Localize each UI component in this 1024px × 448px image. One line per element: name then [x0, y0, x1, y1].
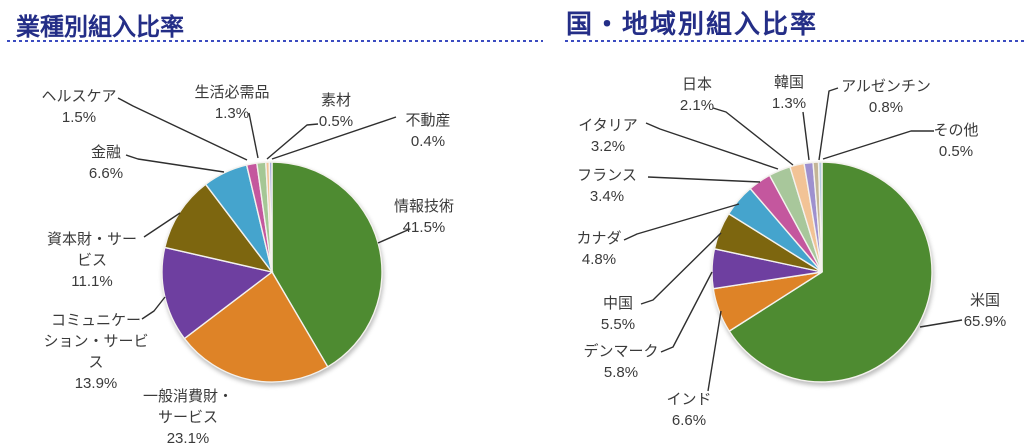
slice-label: 41.5% — [403, 219, 446, 236]
leader-line — [141, 296, 166, 320]
slice-label: 生活必需品 — [194, 84, 269, 101]
leader-line — [802, 111, 810, 161]
leader-line — [707, 310, 722, 392]
slice-label: デンマーク — [583, 342, 658, 360]
slice-label: 金融 — [91, 144, 121, 161]
slice-label: 23.1% — [167, 430, 210, 447]
slice-label: 素材 — [321, 92, 351, 109]
slice-label: カナダ — [576, 230, 621, 247]
slice-label: 1.3% — [772, 95, 806, 112]
slice-label: イタリア — [578, 117, 637, 134]
slice-label: 情報技術 — [394, 198, 454, 215]
leader-line — [143, 212, 181, 238]
slice-label: 1.3% — [215, 105, 249, 122]
slice-label: 65.9% — [964, 313, 1007, 330]
leader-line — [660, 271, 713, 353]
slice-label: サービス — [158, 409, 218, 426]
slice-label: ビス — [77, 252, 107, 269]
slice-label: インド — [666, 391, 711, 408]
slice-label: その他 — [933, 122, 978, 139]
slice-label: 0.8% — [869, 99, 903, 116]
slice-label: 不動産 — [405, 112, 450, 129]
slice-label: ション・サービ — [43, 333, 148, 350]
slice-label: 日本 — [682, 76, 712, 93]
slice-label: 0.5% — [319, 113, 353, 130]
leader-line — [117, 97, 248, 161]
slice-label: コミュニケー — [51, 312, 141, 329]
slice-label: 6.6% — [672, 412, 706, 429]
slice-label: 韓国 — [774, 74, 804, 91]
slice-label: フランス — [577, 167, 637, 184]
pie-slice-一般消費財・サービス — [183, 270, 329, 383]
leader-line — [818, 87, 839, 161]
pie-slice-資本財・サービス — [163, 183, 274, 274]
country-chart-title: 国・地域別組入比率 — [566, 9, 819, 39]
leader-line — [640, 232, 722, 305]
slice-label: 0.5% — [939, 143, 973, 160]
title-divider-right — [565, 40, 1024, 42]
leader-line — [623, 203, 740, 241]
industry-chart-title: 業種別組入比率 — [16, 14, 184, 41]
slice-label: 3.4% — [590, 188, 624, 205]
leader-line — [712, 107, 794, 166]
pie-chart-country: 米国 65.9% インド 6.6% デンマーク 5.8% 中国 5.5% カナダ 4.8% フランス… — [576, 74, 1006, 429]
slice-label: 6.6% — [89, 165, 123, 182]
slice-label: 1.5% — [62, 109, 96, 126]
pie-slice-その他 — [817, 161, 823, 273]
slice-label: 中国 — [603, 295, 633, 312]
leader-line — [822, 130, 934, 160]
leader-line — [248, 112, 259, 159]
leader-line — [647, 176, 761, 183]
leader-line — [266, 123, 319, 160]
pie-slice-米国 — [728, 161, 933, 383]
leader-line — [377, 228, 411, 244]
slice-label: ヘルスケア — [41, 88, 116, 105]
title-divider-left — [7, 40, 543, 42]
leader-line — [645, 122, 779, 170]
leader-line — [125, 154, 225, 173]
slice-label: 3.2% — [591, 138, 625, 155]
slice-label: アルゼンチン — [841, 78, 931, 95]
slice-label: 2.1% — [680, 97, 714, 114]
slice-label: 一般消費財・ — [143, 388, 233, 405]
leader-line — [271, 116, 397, 160]
slice-label: 0.4% — [411, 133, 445, 150]
leader-line — [919, 319, 963, 328]
slice-label: ス — [88, 354, 103, 371]
slice-label: 5.5% — [601, 316, 635, 333]
pie-slice-コミュニケーション・サービス — [161, 246, 274, 340]
slice-label: 5.8% — [604, 364, 638, 381]
pie-slice-不動産 — [268, 161, 273, 273]
slice-label: 11.1% — [71, 273, 112, 290]
slice-label: 4.8% — [582, 251, 616, 268]
slice-label: 資本財・サー — [47, 231, 137, 248]
slice-label: 13.9% — [75, 375, 118, 392]
slice-label: 米国 — [970, 292, 1000, 309]
